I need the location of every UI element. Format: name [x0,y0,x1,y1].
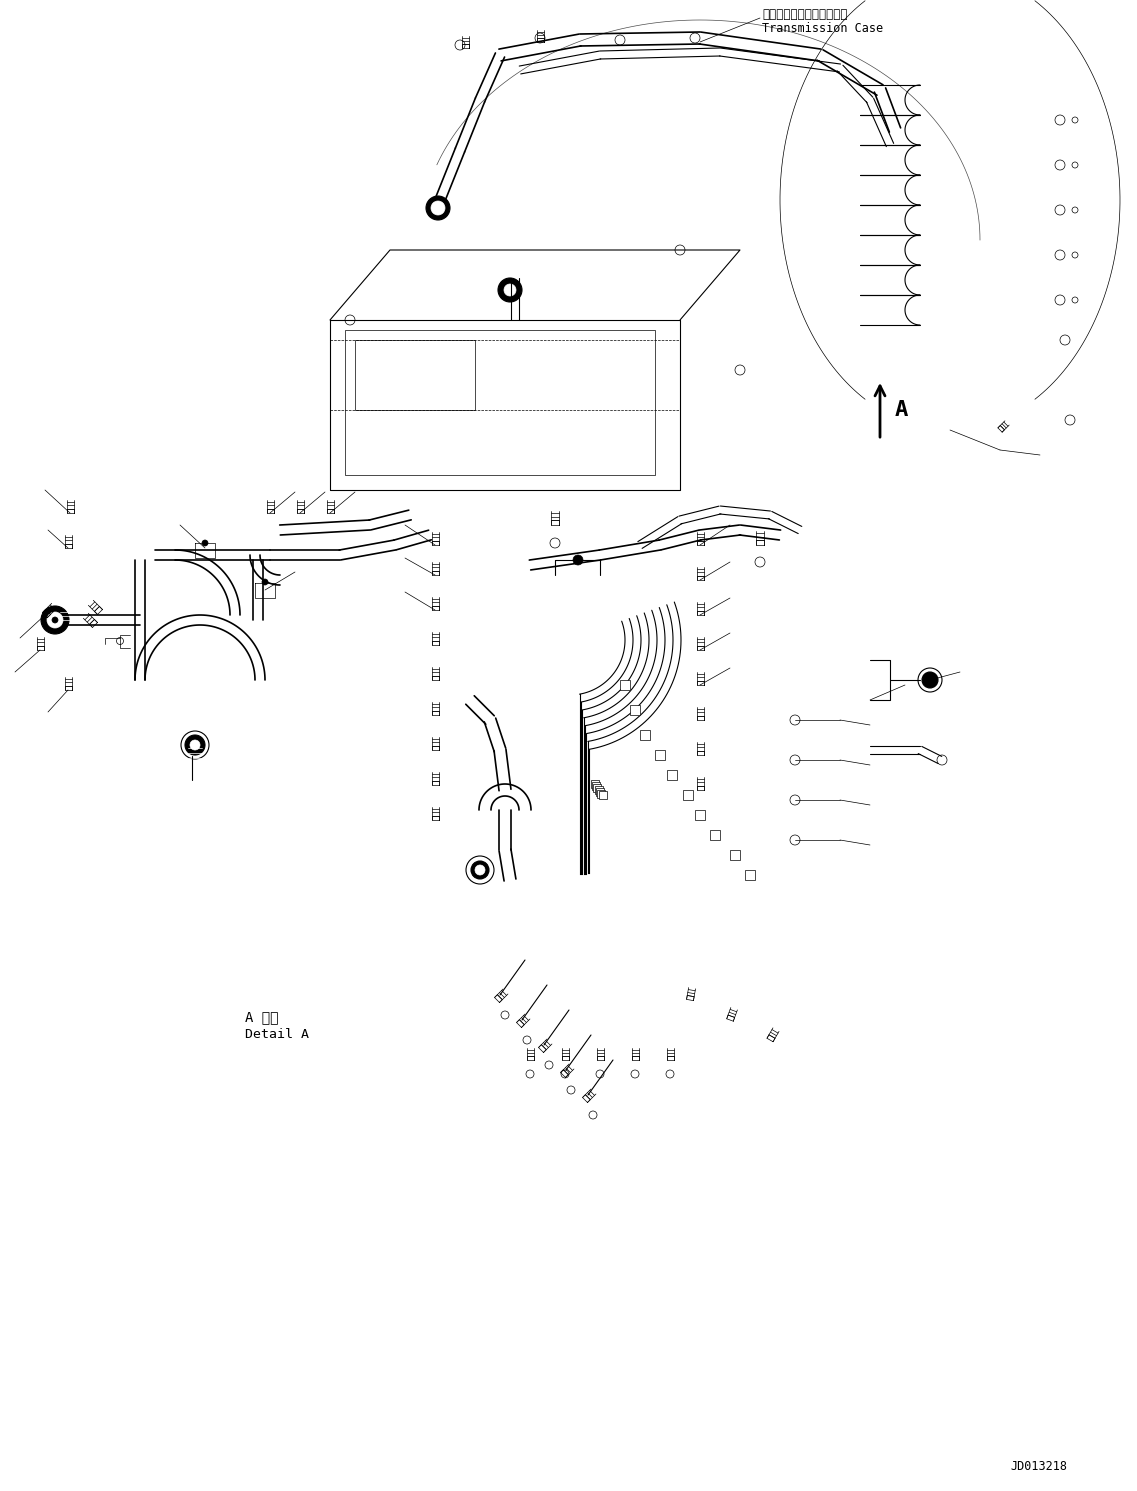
Bar [640,731,650,740]
Bar [345,330,655,476]
Bar [592,783,600,790]
Circle shape [922,672,938,687]
Text: Transmission Case: Transmission Case [762,22,883,34]
Bar [683,790,692,801]
Circle shape [471,860,489,880]
Bar [667,769,677,780]
Text: A: A [895,400,908,420]
Bar [598,790,606,798]
Bar [709,830,720,839]
Circle shape [190,740,200,750]
Circle shape [41,605,69,634]
Text: A 詳細: A 詳細 [244,1009,279,1024]
Bar [730,850,740,860]
Bar [596,787,604,796]
Bar [620,680,630,690]
Bar [599,792,607,799]
Text: トランスミッションケース: トランスミッションケース [762,7,847,21]
Circle shape [185,735,205,754]
Circle shape [431,201,445,215]
Text: JD013218: JD013218 [1010,1460,1067,1473]
Bar [745,871,755,880]
Bar [695,810,705,820]
Circle shape [498,277,522,303]
Bar [594,784,601,792]
Circle shape [504,283,516,297]
Circle shape [47,611,63,628]
Circle shape [426,195,450,221]
Circle shape [475,865,485,875]
Bar [630,705,640,716]
Circle shape [202,540,208,546]
Text: Detail A: Detail A [244,1027,309,1041]
Circle shape [573,555,583,565]
Bar [655,750,665,760]
Bar [355,340,475,410]
Circle shape [52,617,58,623]
Bar [590,780,598,789]
Circle shape [262,579,268,584]
Bar [595,786,603,793]
